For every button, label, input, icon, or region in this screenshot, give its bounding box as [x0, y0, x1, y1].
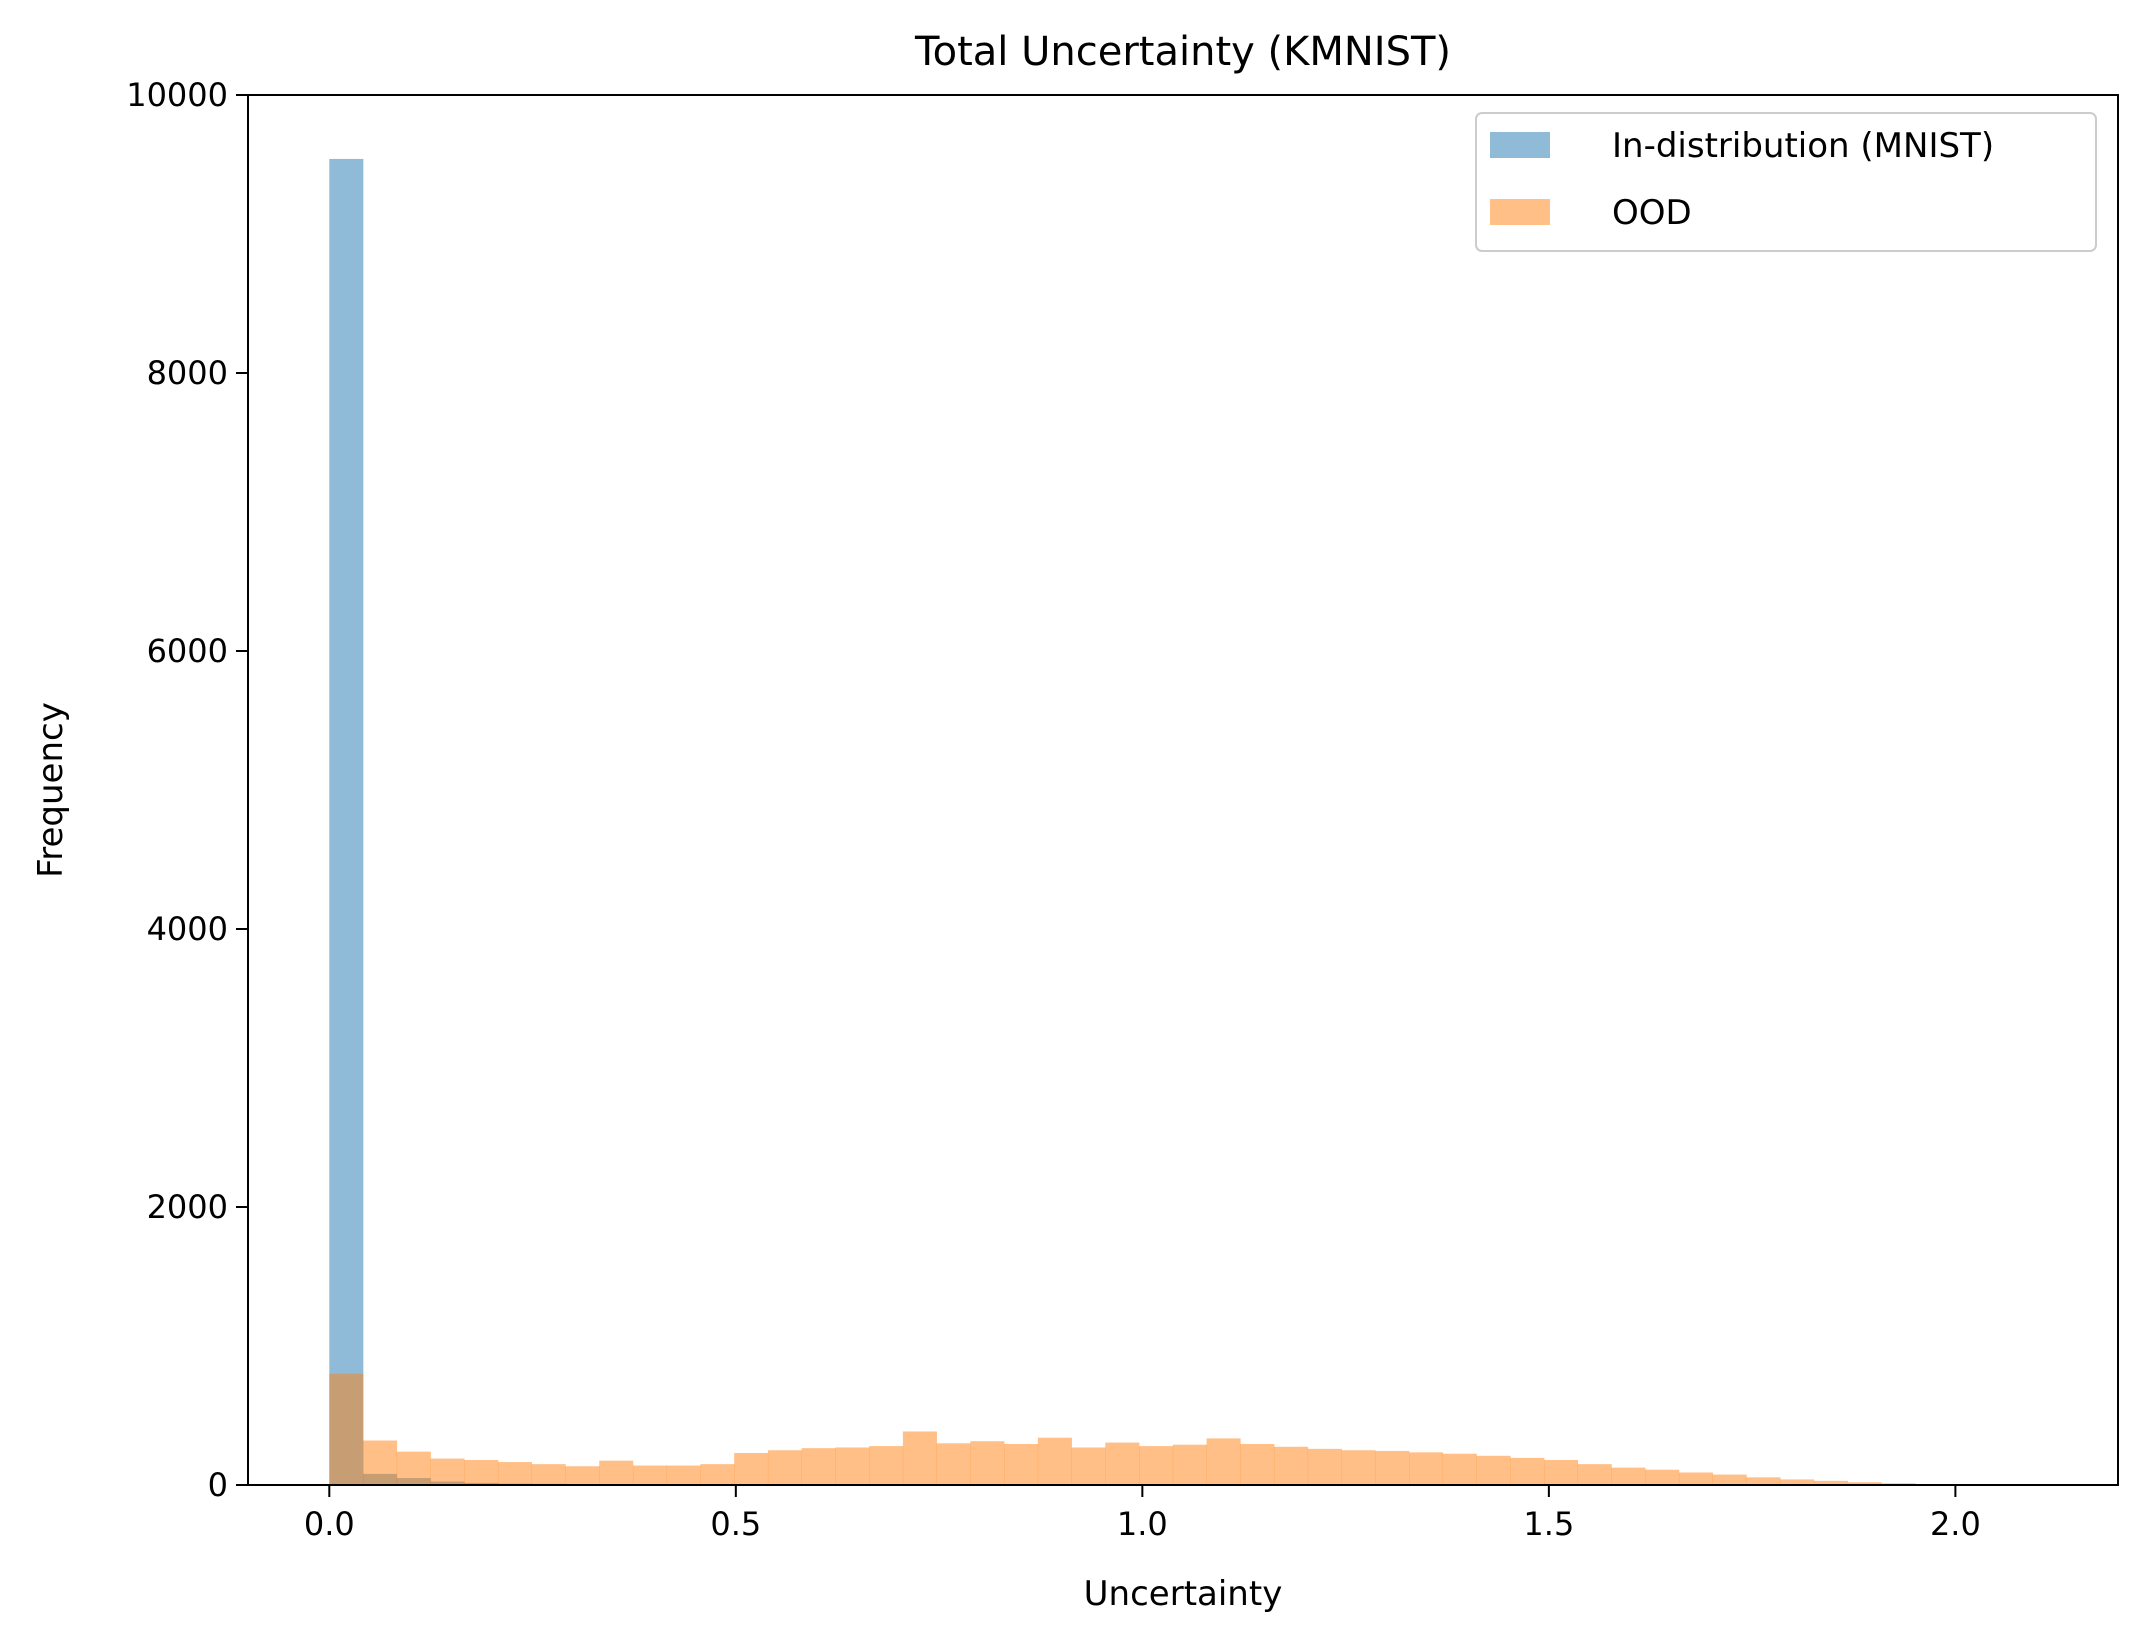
bar-ood-26 [1206, 1438, 1241, 1485]
x-axis-ticks: 0.0 0.5 1.0 1.5 2.0 [304, 1485, 1981, 1543]
bar-ood-16 [869, 1446, 904, 1485]
series-ood-bars [329, 1373, 1983, 1485]
bar-ood-40 [1678, 1472, 1713, 1485]
bar-ood-29 [1307, 1448, 1342, 1485]
bar-ood-15 [835, 1447, 870, 1485]
bar-ood-17 [902, 1431, 937, 1485]
bar-ood-1 [363, 1440, 398, 1485]
bar-ood-10 [666, 1465, 701, 1485]
bar-ood-43 [1780, 1479, 1815, 1485]
bar-ood-30 [1341, 1450, 1376, 1485]
bar-ood-3 [430, 1458, 465, 1485]
bar-ood-36 [1543, 1459, 1579, 1485]
y-tick-label: 8000 [147, 354, 228, 392]
bar-ood-8 [599, 1460, 634, 1485]
y-axis-ticks: 0 2000 4000 6000 8000 10000 [126, 76, 248, 1504]
bar-ood-21 [1037, 1437, 1072, 1485]
x-tick-label: 2.0 [1930, 1505, 1981, 1543]
plot-frame [247, 94, 2119, 1486]
y-tick-label: 10000 [126, 76, 228, 114]
bar-ood-5 [498, 1462, 533, 1485]
series-in-distribution-bars [329, 158, 1072, 1486]
legend-frame [1475, 112, 2097, 252]
x-tick-label: 0.0 [304, 1505, 355, 1543]
bar-ood-14 [801, 1448, 836, 1485]
bar-ood-7 [565, 1466, 600, 1485]
x-tick-label: 1.0 [1117, 1505, 1168, 1543]
legend-swatch-ood [1490, 199, 1550, 225]
legend-label-ood: OOD [1612, 193, 1692, 233]
bar-ood-12 [734, 1453, 769, 1485]
bar-ood-38 [1611, 1467, 1646, 1485]
bar-ood-42 [1746, 1477, 1781, 1485]
chart-title: Total Uncertainty (KMNIST) [914, 29, 1451, 75]
bar-in-distribution-0 [329, 158, 364, 1486]
bar-ood-13 [767, 1450, 802, 1485]
bar-ood-19 [970, 1441, 1005, 1485]
bar-ood-28 [1274, 1446, 1309, 1485]
x-tick-label: 0.5 [710, 1505, 761, 1543]
bar-ood-4 [464, 1459, 499, 1485]
bar-ood-45 [1847, 1482, 1882, 1485]
bar-ood-6 [531, 1464, 566, 1485]
y-tick-label: 4000 [147, 910, 228, 948]
legend-swatch-in-distribution [1490, 132, 1550, 158]
bar-ood-22 [1071, 1447, 1106, 1485]
bar-ood-2 [396, 1451, 431, 1485]
bar-ood-34 [1476, 1455, 1511, 1485]
bar-ood-18 [936, 1443, 971, 1485]
y-axis-label: Frequency [31, 702, 71, 878]
bar-ood-39 [1645, 1469, 1680, 1485]
bar-ood-24 [1139, 1446, 1174, 1485]
bar-ood-33 [1442, 1453, 1477, 1485]
bar-ood-11 [700, 1464, 735, 1485]
bar-ood-44 [1813, 1480, 1848, 1485]
bar-ood-41 [1712, 1474, 1747, 1485]
bar-ood-23 [1105, 1442, 1140, 1485]
bar-ood-37 [1577, 1464, 1612, 1485]
y-tick-label: 2000 [147, 1188, 228, 1226]
legend-label-in-distribution: In-distribution (MNIST) [1612, 126, 1994, 166]
y-tick-label: 6000 [147, 632, 228, 670]
bar-ood-0 [329, 1373, 364, 1485]
bar-ood-25 [1172, 1444, 1207, 1485]
legend: In-distribution (MNIST) OOD [1475, 112, 2097, 252]
bar-ood-9 [632, 1465, 668, 1485]
bar-ood-20 [1004, 1443, 1039, 1485]
bar-ood-35 [1510, 1457, 1545, 1485]
bar-ood-32 [1409, 1452, 1444, 1485]
y-tick-label: 0 [208, 1466, 228, 1504]
x-tick-label: 1.5 [1523, 1505, 1574, 1543]
x-axis-label: Uncertainty [1084, 1574, 1283, 1614]
bar-ood-27 [1240, 1443, 1275, 1485]
bar-ood-31 [1375, 1450, 1410, 1485]
